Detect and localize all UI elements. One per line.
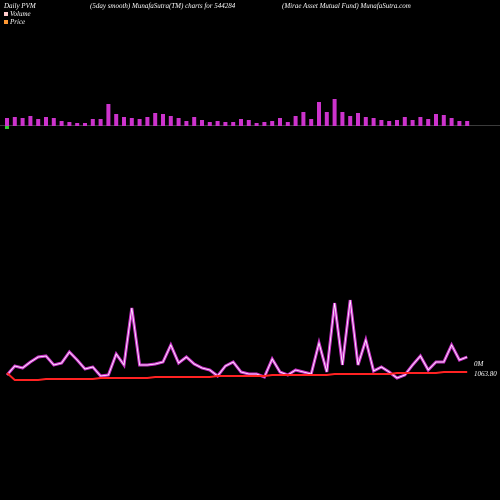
volume-bar	[5, 118, 9, 126]
volume-bar	[207, 122, 212, 126]
volume-bar	[449, 118, 454, 126]
source: (Mirae Asset Mutual Fund) MunafaSutra.co…	[282, 2, 411, 10]
volume-bar	[122, 117, 126, 126]
price-label: 1063.80	[474, 370, 497, 378]
volume-bar	[278, 118, 282, 126]
volume-bar	[332, 99, 337, 126]
volume-bar	[465, 121, 470, 126]
volume-bar	[246, 120, 251, 126]
volume-bar	[363, 117, 368, 126]
volume-bar	[161, 114, 165, 126]
volume-bar	[434, 114, 438, 126]
volume-bar	[418, 117, 423, 126]
chart-subtitle: (5day smooth) MunafaSutra(TM) charts for…	[90, 2, 236, 10]
volume-bar	[426, 119, 431, 126]
volume-bar	[441, 115, 446, 126]
volume-bar	[301, 112, 306, 126]
volume-bar	[387, 121, 392, 126]
volume-bar	[90, 119, 95, 126]
volume-bar	[153, 113, 158, 126]
volume-bar	[168, 116, 173, 126]
volume-bar	[129, 118, 134, 126]
volume-bar	[51, 118, 56, 126]
volume-bar	[192, 117, 197, 126]
volume-bar	[254, 123, 259, 126]
volume-bar	[83, 123, 87, 126]
volume-marker	[5, 126, 9, 129]
volume-bar	[98, 119, 103, 126]
volume-bar	[28, 116, 33, 126]
volume-label: 0M	[474, 360, 485, 368]
volume-bar	[317, 102, 321, 126]
volume-bar	[309, 119, 314, 126]
legend-label: Volume	[10, 10, 31, 18]
volume-bar	[215, 121, 220, 126]
volume-bar	[410, 120, 415, 126]
volume-bar	[270, 121, 275, 126]
volume-bar	[12, 117, 17, 126]
volume-bar	[114, 114, 119, 126]
volume-bar	[324, 112, 329, 126]
line-series	[6, 371, 468, 381]
volume-bar	[106, 104, 111, 126]
legend-label: Price	[9, 18, 25, 26]
volume-bar	[67, 122, 72, 126]
legend-swatch	[4, 12, 8, 16]
volume-bar	[262, 122, 267, 126]
volume-bar	[457, 121, 462, 126]
volume-bar	[20, 118, 25, 126]
volume-bar	[200, 120, 204, 126]
volume-bar	[145, 117, 150, 126]
volume-bar	[293, 116, 298, 126]
volume-bar	[223, 122, 228, 126]
volume-bar	[340, 112, 345, 126]
volume-bar	[348, 116, 353, 126]
volume-bar	[44, 117, 48, 126]
volume-bar	[356, 113, 360, 126]
volume-bar	[231, 122, 236, 126]
chart-title: Daily PVM	[3, 2, 37, 10]
volume-bar	[184, 121, 189, 126]
volume-bar	[285, 122, 290, 126]
volume-bar	[371, 118, 376, 126]
volume-bar	[75, 123, 80, 126]
volume-bar	[36, 119, 41, 126]
volume-bar	[402, 117, 407, 126]
volume-bar	[176, 118, 181, 126]
volume-bar	[395, 120, 399, 126]
volume-bar	[379, 120, 384, 126]
volume-bar	[239, 119, 243, 126]
volume-bar	[137, 119, 142, 126]
volume-bar	[59, 121, 64, 126]
legend-swatch	[4, 20, 8, 24]
